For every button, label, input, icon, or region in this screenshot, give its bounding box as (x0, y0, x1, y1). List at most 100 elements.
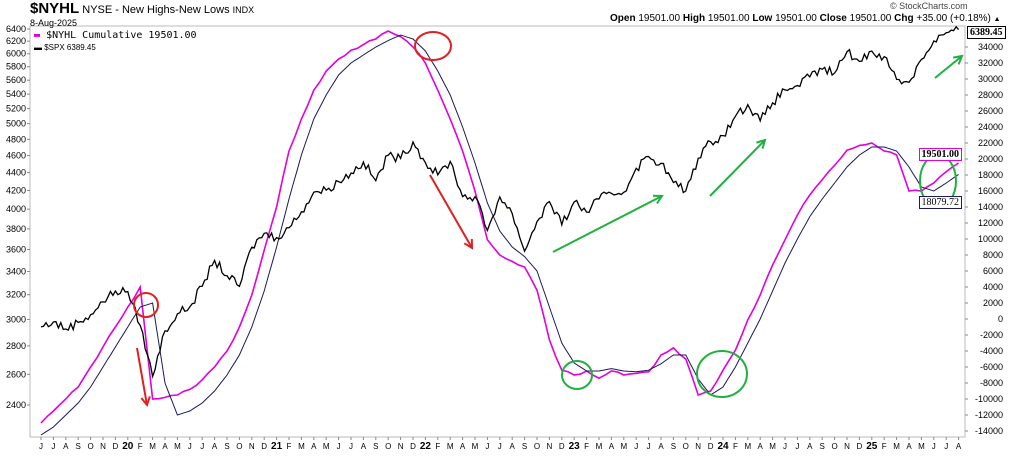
left-tick-label: 6200 (6, 36, 26, 46)
x-tick-label: J (498, 442, 502, 451)
right-tick-label: 6000 (983, 266, 1003, 276)
up-arrow-icon: ▲ (993, 16, 1001, 23)
x-tick-label: A (807, 442, 813, 451)
high-value: 19501.00 (707, 13, 750, 24)
x-tick-label: M (149, 442, 156, 451)
x-tick-label: O (534, 442, 540, 451)
right-tick-label: 26000 (978, 106, 1003, 116)
close-label: Close (819, 13, 847, 24)
annotation-arrow-icon (136, 347, 148, 406)
left-tick-label: 3800 (6, 224, 26, 234)
x-tick-label: A (460, 442, 466, 451)
x-tick-label: F (138, 442, 143, 451)
x-tick-label: 25 (866, 441, 878, 452)
open-label: Open (610, 13, 636, 24)
open-value: 19501.00 (638, 13, 681, 24)
x-tick-label: J (795, 442, 799, 451)
x-tick-label: O (87, 442, 93, 451)
x-tick-label: F (733, 442, 738, 451)
annotation-arrowhead-icon (140, 396, 151, 408)
annotation-red-circle (133, 292, 159, 318)
x-tick-label: N (249, 442, 255, 451)
x-tick-label: J (39, 442, 43, 451)
watermark: © StockCharts.com (890, 1, 968, 11)
x-tick-label: M (918, 442, 925, 451)
ohlc-bar: Open 19501.00 High 19501.00 Low 19501.00… (610, 13, 1001, 26)
symbol-name: NYSE - New Highs-New Lows (82, 4, 230, 16)
x-tick-label: M (323, 442, 330, 451)
x-tick-label: D (857, 442, 863, 451)
left-tick-label: 3000 (6, 314, 26, 324)
x-tick-label: O (831, 442, 837, 451)
right-tick-label: 24000 (978, 122, 1003, 132)
x-tick-label: D (559, 442, 565, 451)
right-tick-label: 4000 (983, 282, 1003, 292)
right-tick-label: 32000 (978, 58, 1003, 68)
x-tick-label: J (200, 442, 204, 451)
right-tick-label: -14000 (975, 426, 1003, 436)
annotation-green-circle (561, 360, 593, 390)
x-tick-label: M (769, 442, 776, 451)
x-tick-label: 23 (569, 441, 581, 452)
left-tick-label: 2800 (6, 341, 26, 351)
chg-label: Chg (894, 13, 914, 24)
x-tick-label: A (510, 442, 516, 451)
left-tick-label: 5200 (6, 104, 26, 114)
left-tick-label: 5600 (6, 75, 26, 85)
left-tick-label: 4800 (6, 134, 26, 144)
x-tick-label: A (311, 442, 317, 451)
x-tick-label: A (758, 442, 764, 451)
x-tick-label: N (100, 442, 106, 451)
right-tick-label: -8000 (980, 378, 1003, 388)
left-tick-label: 4000 (6, 204, 26, 214)
x-tick-label: M (447, 442, 454, 451)
x-tick-label: A (63, 442, 69, 451)
right-tick-label: -2000 (980, 330, 1003, 340)
low-label: Low (752, 13, 773, 24)
left-tick-label: 4400 (6, 168, 26, 178)
annotation-arrow-icon (429, 174, 473, 249)
x-tick-label: N (398, 442, 404, 451)
right-tick-label: 12000 (978, 218, 1003, 228)
left-tick-label: 3200 (6, 290, 26, 300)
nyhl-moving-average-line (40, 34, 959, 436)
x-tick-label: N (547, 442, 553, 451)
right-tick-label: 28000 (978, 90, 1003, 100)
high-label: High (682, 13, 706, 24)
x-tick-label: J (485, 442, 489, 451)
x-tick-label: A (162, 442, 168, 451)
left-tick-label: 4200 (6, 185, 26, 195)
x-tick-label: O (236, 442, 242, 451)
symbol: $NYHL (30, 0, 80, 17)
right-tick-label: 2000 (983, 298, 1003, 308)
annotation-arrow-icon (934, 55, 963, 79)
nyhl-last-tag: 19501.00 (918, 148, 962, 161)
ma-last-tag: 18079.72 (918, 196, 962, 209)
x-tick-label: J (188, 442, 192, 451)
symbol-type: INDX (232, 5, 255, 15)
x-tick-label: 24 (717, 441, 729, 452)
right-tick-label: 8000 (983, 250, 1003, 260)
right-tick-label: 16000 (978, 186, 1003, 196)
annotation-arrow-icon (552, 195, 663, 253)
legend-item-spx: ▬ $SPX 6389.45 (34, 43, 96, 53)
x-tick-label: D (708, 442, 714, 451)
x-tick-label: S (76, 442, 81, 451)
nyhl-cumulative-line (40, 30, 960, 424)
annotation-arrowhead-icon (952, 54, 964, 65)
x-tick-label: M (174, 442, 181, 451)
left-tick-label: 6400 (6, 24, 26, 34)
right-tick-label: -6000 (980, 362, 1003, 372)
left-tick-label: 3600 (6, 245, 26, 255)
x-tick-label: A (212, 442, 218, 451)
x-tick-label: N (844, 442, 850, 451)
right-tick-label: 34000 (978, 42, 1003, 52)
x-tick-label: N (695, 442, 701, 451)
x-tick-label: S (820, 442, 825, 451)
chart-title: $NYHL NYSE - New Highs-New Lows INDX (30, 0, 254, 17)
right-tick-label: 10000 (978, 234, 1003, 244)
annotation-arrowhead-icon (652, 194, 664, 205)
x-tick-label: J (932, 442, 936, 451)
x-tick-label: O (385, 442, 391, 451)
close-value: 19501.00 (849, 13, 892, 24)
